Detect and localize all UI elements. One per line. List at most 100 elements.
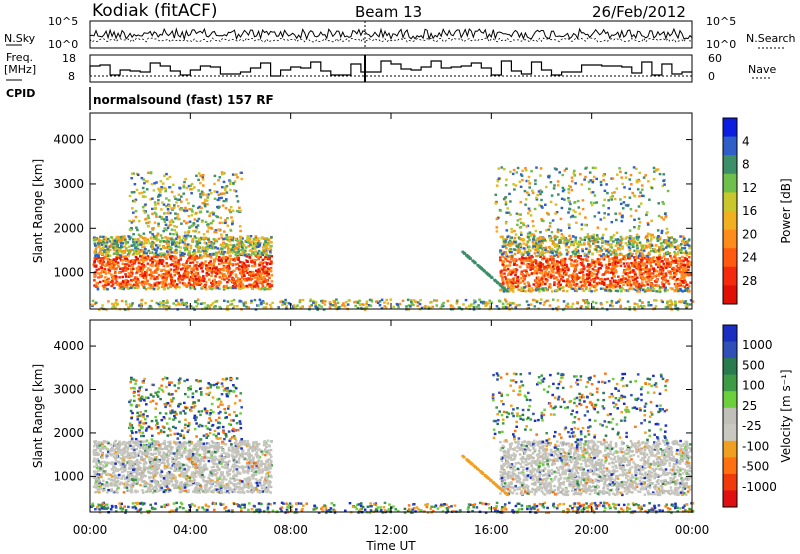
data-cell xyxy=(146,262,150,265)
data-cell xyxy=(568,257,571,261)
data-cell xyxy=(626,268,630,271)
data-cell xyxy=(623,269,627,273)
data-cell xyxy=(553,281,556,284)
data-cell xyxy=(155,301,159,305)
data-cell xyxy=(591,181,595,184)
data-cell xyxy=(194,244,198,248)
data-cell xyxy=(580,238,583,241)
data-cell xyxy=(111,246,115,249)
data-cell xyxy=(219,281,223,284)
data-cell xyxy=(187,184,191,188)
data-cell xyxy=(164,281,167,285)
data-cell xyxy=(265,253,269,257)
data-cell xyxy=(683,237,686,240)
data-cell xyxy=(227,272,230,275)
data-cell xyxy=(110,279,114,282)
data-cell xyxy=(203,285,207,289)
data-cell xyxy=(502,242,506,245)
data-cell xyxy=(647,251,651,254)
data-cell xyxy=(619,202,623,206)
data-cell xyxy=(565,290,569,293)
data-cell xyxy=(165,172,168,176)
data-cell xyxy=(427,305,430,309)
data-cell xyxy=(508,301,512,305)
data-cell xyxy=(151,247,154,250)
data-cell xyxy=(632,280,636,284)
data-cell xyxy=(526,240,530,244)
data-cell xyxy=(106,248,110,251)
data-cell xyxy=(534,265,538,269)
data-cell xyxy=(624,289,627,292)
data-cell xyxy=(651,286,654,289)
data-cell xyxy=(439,306,442,309)
data-cell xyxy=(222,285,226,288)
data-cell xyxy=(133,200,137,203)
data-cell xyxy=(141,245,144,249)
data-cell xyxy=(130,172,134,175)
data-cell xyxy=(557,252,560,255)
data-cell xyxy=(642,272,646,275)
data-cell xyxy=(237,287,241,290)
data-cell xyxy=(253,264,257,268)
data-cell xyxy=(156,277,159,280)
data-cell xyxy=(668,245,672,249)
data-cell xyxy=(638,254,641,257)
data-cell xyxy=(553,184,556,187)
data-cell xyxy=(125,284,129,287)
data-cell xyxy=(536,288,540,291)
data-cell xyxy=(535,242,538,245)
data-cell xyxy=(656,239,660,242)
data-cell xyxy=(150,306,153,310)
data-cell xyxy=(663,275,666,278)
data-cell xyxy=(488,299,492,302)
data-cell xyxy=(609,239,612,242)
data-cell xyxy=(615,252,618,255)
data-cell xyxy=(165,218,169,221)
data-cell xyxy=(621,245,624,248)
data-cell xyxy=(506,207,509,210)
data-cell xyxy=(596,258,600,261)
data-cell xyxy=(501,255,505,258)
data-cell xyxy=(435,304,439,307)
data-cell xyxy=(249,254,253,257)
data-cell xyxy=(547,228,550,231)
data-cell xyxy=(196,219,199,223)
data-cell xyxy=(195,305,198,308)
data-cell xyxy=(504,203,508,206)
data-cell xyxy=(583,253,587,256)
data-cell xyxy=(226,267,229,271)
data-cell xyxy=(625,236,629,239)
data-cell xyxy=(334,303,337,306)
data-cell xyxy=(113,286,116,290)
data-cell xyxy=(576,199,580,203)
data-cell xyxy=(172,302,175,305)
data-cell xyxy=(538,204,541,207)
data-cell xyxy=(660,299,663,302)
data-cell xyxy=(515,268,519,272)
data-cell xyxy=(207,273,210,276)
data-cell xyxy=(160,285,164,289)
data-cell xyxy=(661,272,664,275)
data-cell xyxy=(177,245,180,248)
data-cell xyxy=(542,236,545,240)
data-cell xyxy=(669,264,672,268)
data-cell xyxy=(130,270,134,273)
data-cell xyxy=(138,250,142,253)
data-cell xyxy=(667,239,671,242)
data-cell xyxy=(555,276,558,279)
data-cell xyxy=(192,264,196,267)
data-cell xyxy=(163,186,166,190)
data-cell xyxy=(187,215,191,218)
data-cell xyxy=(680,280,684,283)
data-cell xyxy=(506,256,509,259)
data-cell xyxy=(267,239,271,242)
data-cell xyxy=(212,268,216,272)
data-cell xyxy=(638,264,642,268)
data-cell xyxy=(559,268,562,271)
data-cell xyxy=(587,280,590,283)
data-cell xyxy=(114,281,117,285)
data-cell xyxy=(165,242,169,245)
data-cell xyxy=(96,286,100,289)
data-cell xyxy=(584,287,588,291)
data-cell xyxy=(120,250,124,253)
